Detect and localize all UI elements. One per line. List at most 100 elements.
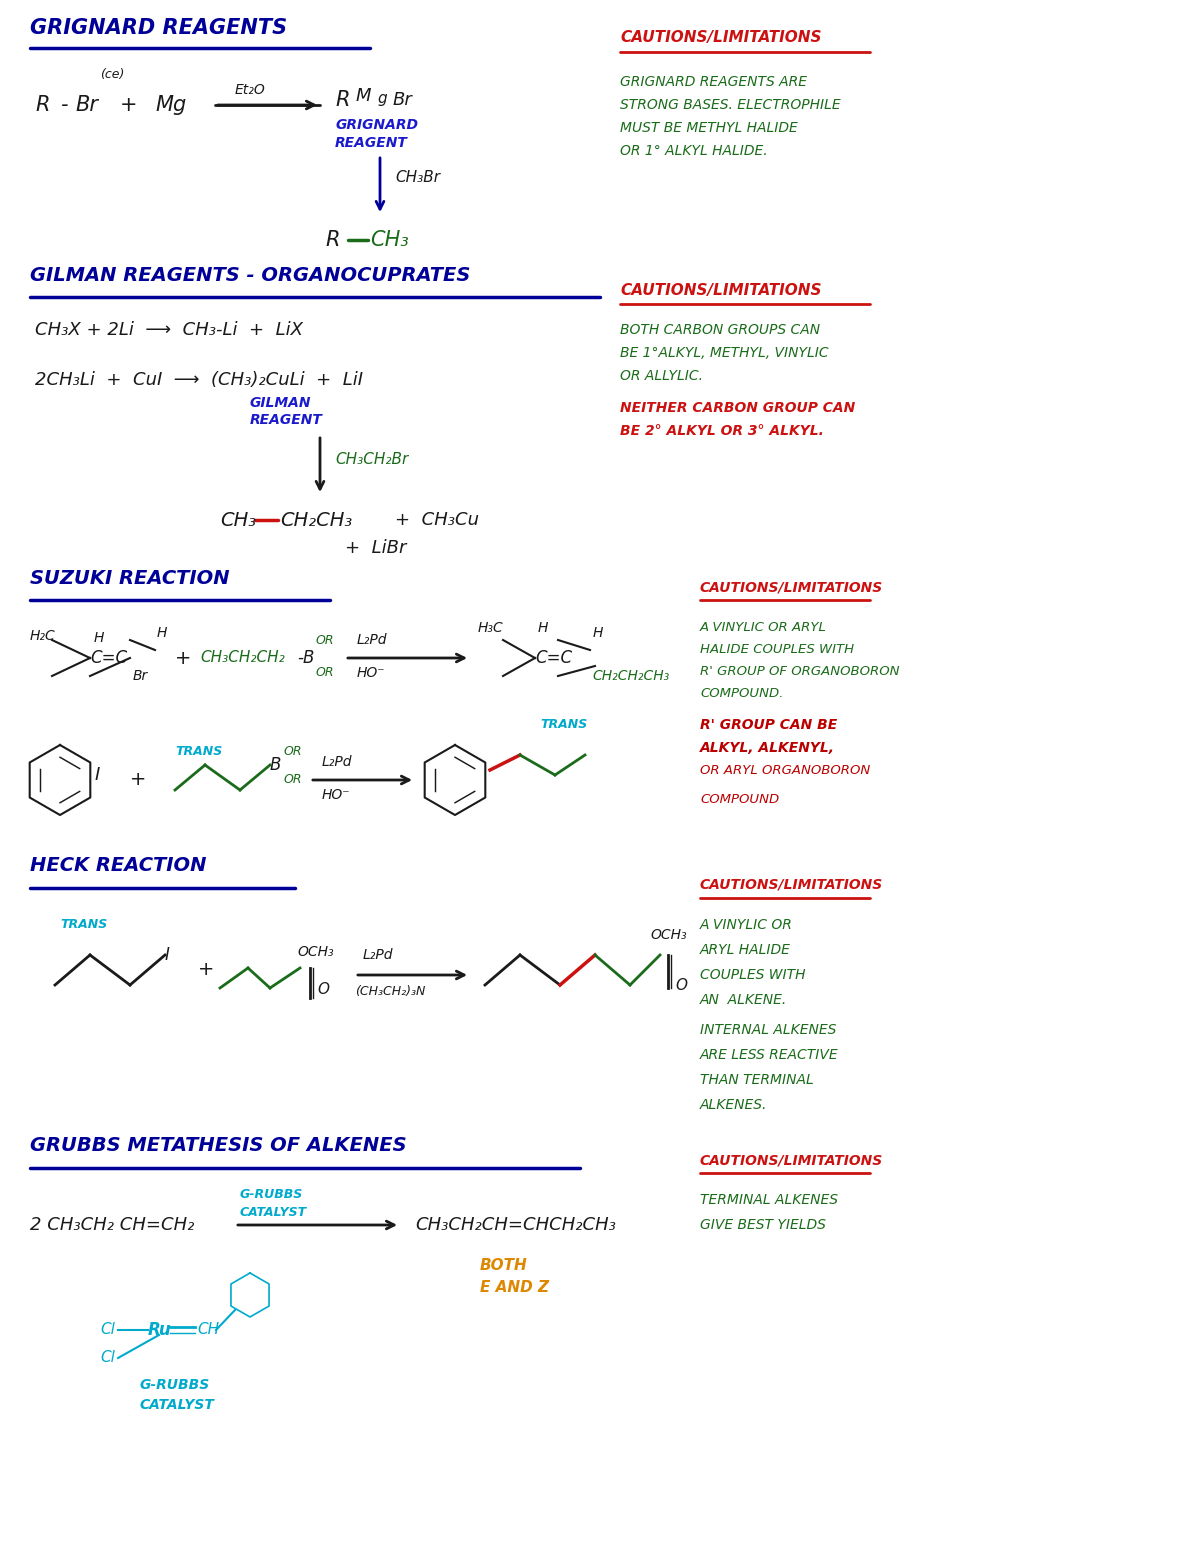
Text: GILMAN REAGENTS - ORGANOCUPRATES: GILMAN REAGENTS - ORGANOCUPRATES	[30, 266, 470, 286]
Text: H: H	[157, 626, 167, 640]
Text: H: H	[593, 626, 604, 640]
Text: Ru: Ru	[148, 1322, 172, 1339]
Text: (CH₃CH₂)₃N: (CH₃CH₂)₃N	[355, 986, 425, 999]
Text: MUST BE METHYL HALIDE: MUST BE METHYL HALIDE	[620, 121, 798, 135]
Text: CH: CH	[197, 1323, 220, 1337]
Text: BOTH CARBON GROUPS CAN: BOTH CARBON GROUPS CAN	[620, 323, 820, 337]
Text: CH₃CH₂Br: CH₃CH₂Br	[335, 452, 408, 467]
Text: CH₃: CH₃	[220, 511, 256, 530]
Text: NEITHER CARBON GROUP CAN: NEITHER CARBON GROUP CAN	[620, 401, 856, 415]
Text: +: +	[198, 960, 215, 980]
Text: BE 1°ALKYL, METHYL, VINYLIC: BE 1°ALKYL, METHYL, VINYLIC	[620, 346, 829, 360]
Text: -B: -B	[298, 649, 314, 666]
Text: A VINYLIC OR ARYL: A VINYLIC OR ARYL	[700, 621, 827, 635]
Text: Br: Br	[74, 95, 98, 115]
Text: Br: Br	[394, 92, 413, 109]
Text: OR 1° ALKYL HALIDE.: OR 1° ALKYL HALIDE.	[620, 144, 768, 158]
Text: CH₂CH₂CH₃: CH₂CH₂CH₃	[592, 669, 670, 683]
Text: CH₃X + 2Li  ⟶  CH₃-Li  +  LiX: CH₃X + 2Li ⟶ CH₃-Li + LiX	[35, 321, 302, 339]
Text: Mg: Mg	[155, 95, 186, 115]
Text: AN  ALKENE.: AN ALKENE.	[700, 992, 787, 1006]
Text: CAUTIONS/LIMITATIONS: CAUTIONS/LIMITATIONS	[700, 877, 883, 891]
Text: GIVE BEST YIELDS: GIVE BEST YIELDS	[700, 1218, 826, 1232]
Text: INTERNAL ALKENES: INTERNAL ALKENES	[700, 1023, 836, 1037]
Text: COMPOUND: COMPOUND	[700, 794, 779, 806]
Text: CATALYST: CATALYST	[140, 1398, 215, 1412]
Text: OR: OR	[284, 745, 302, 758]
Text: CH₃CH₂CH=CHCH₂CH₃: CH₃CH₂CH=CHCH₂CH₃	[415, 1216, 616, 1235]
Text: COMPOUND.: COMPOUND.	[700, 688, 784, 700]
Text: CAUTIONS/LIMITATIONS: CAUTIONS/LIMITATIONS	[620, 31, 822, 45]
Text: -: -	[60, 95, 67, 115]
Text: OR: OR	[316, 666, 334, 680]
Text: +: +	[175, 649, 191, 668]
Text: OCH₃: OCH₃	[298, 944, 334, 960]
Text: TRANS: TRANS	[540, 719, 587, 731]
Text: GRIGNARD: GRIGNARD	[335, 118, 418, 132]
Text: BOTH: BOTH	[480, 1258, 528, 1272]
Text: Cl: Cl	[100, 1323, 115, 1337]
Text: STRONG BASES. ELECTROPHILE: STRONG BASES. ELECTROPHILE	[620, 98, 841, 112]
Text: CH₃CH₂CH₂: CH₃CH₂CH₂	[200, 651, 284, 666]
Text: HO⁻: HO⁻	[322, 787, 350, 801]
Text: (ce): (ce)	[100, 68, 125, 81]
Text: g: g	[378, 92, 388, 107]
Text: 2 CH₃CH₂ CH=CH₂: 2 CH₃CH₂ CH=CH₂	[30, 1216, 194, 1235]
Text: R' GROUP OF ORGANOBORON: R' GROUP OF ORGANOBORON	[700, 666, 900, 679]
Text: R: R	[325, 230, 340, 250]
Text: R: R	[35, 95, 49, 115]
Text: CAUTIONS/LIMITATIONS: CAUTIONS/LIMITATIONS	[620, 283, 822, 298]
Text: CH₂CH₃: CH₂CH₃	[280, 511, 353, 530]
Text: H₃C: H₃C	[478, 621, 504, 635]
Text: GRIGNARD REAGENTS: GRIGNARD REAGENTS	[30, 19, 287, 37]
Text: HECK REACTION: HECK REACTION	[30, 856, 206, 874]
Text: ALKENES.: ALKENES.	[700, 1098, 767, 1112]
Text: +: +	[130, 770, 146, 789]
Text: M: M	[356, 87, 372, 106]
Text: G-RUBBS: G-RUBBS	[240, 1188, 304, 1202]
Text: ARYL HALIDE: ARYL HALIDE	[700, 943, 791, 957]
Text: O: O	[317, 983, 329, 997]
Text: CAUTIONS/LIMITATIONS: CAUTIONS/LIMITATIONS	[700, 581, 883, 595]
Text: Cl: Cl	[100, 1351, 115, 1365]
Text: +  LiBr: + LiBr	[346, 539, 407, 558]
Text: I: I	[166, 946, 170, 964]
Text: O: O	[674, 977, 686, 992]
Text: R' GROUP CAN BE: R' GROUP CAN BE	[700, 717, 838, 731]
Text: GRUBBS METATHESIS OF ALKENES: GRUBBS METATHESIS OF ALKENES	[30, 1135, 407, 1155]
Text: OR ARYL ORGANOBORON: OR ARYL ORGANOBORON	[700, 764, 870, 778]
Text: I: I	[95, 766, 101, 784]
Text: HALIDE COUPLES WITH: HALIDE COUPLES WITH	[700, 643, 854, 657]
Text: A VINYLIC OR: A VINYLIC OR	[700, 918, 793, 932]
Text: GRIGNARD REAGENTS ARE: GRIGNARD REAGENTS ARE	[620, 75, 808, 89]
Text: OR: OR	[284, 773, 302, 786]
Text: SUZUKI REACTION: SUZUKI REACTION	[30, 568, 229, 589]
Text: TRANS: TRANS	[60, 918, 107, 932]
Text: OR: OR	[316, 634, 334, 646]
Text: THAN TERMINAL: THAN TERMINAL	[700, 1073, 814, 1087]
Text: C=C: C=C	[535, 649, 572, 666]
Text: R: R	[335, 90, 349, 110]
Text: E AND Z: E AND Z	[480, 1280, 550, 1295]
Text: REAGENT: REAGENT	[250, 413, 323, 427]
Text: OR ALLYLIC.: OR ALLYLIC.	[620, 370, 703, 384]
Text: Et₂O: Et₂O	[235, 82, 265, 96]
Text: H₂C: H₂C	[30, 629, 55, 643]
Text: REAGENT: REAGENT	[335, 137, 408, 151]
Text: C=C: C=C	[90, 649, 127, 666]
Text: H: H	[538, 621, 548, 635]
Text: BE 2° ALKYL OR 3° ALKYL.: BE 2° ALKYL OR 3° ALKYL.	[620, 424, 824, 438]
Text: L₂Pd: L₂Pd	[358, 634, 388, 648]
Text: H: H	[94, 631, 104, 644]
Text: G-RUBBS: G-RUBBS	[140, 1378, 210, 1391]
Text: TERMINAL ALKENES: TERMINAL ALKENES	[700, 1193, 838, 1207]
Text: GILMAN: GILMAN	[250, 396, 312, 410]
Text: L₂Pd: L₂Pd	[364, 947, 394, 961]
Text: 2CH₃Li  +  CuI  ⟶  (CH₃)₂CuLi  +  LiI: 2CH₃Li + CuI ⟶ (CH₃)₂CuLi + LiI	[35, 371, 364, 388]
Text: +: +	[120, 95, 138, 115]
Text: CAUTIONS/LIMITATIONS: CAUTIONS/LIMITATIONS	[700, 1152, 883, 1166]
Text: L₂Pd: L₂Pd	[322, 755, 353, 769]
Text: ARE LESS REACTIVE: ARE LESS REACTIVE	[700, 1048, 839, 1062]
Text: CH₃: CH₃	[370, 230, 409, 250]
Text: COUPLES WITH: COUPLES WITH	[700, 968, 805, 981]
